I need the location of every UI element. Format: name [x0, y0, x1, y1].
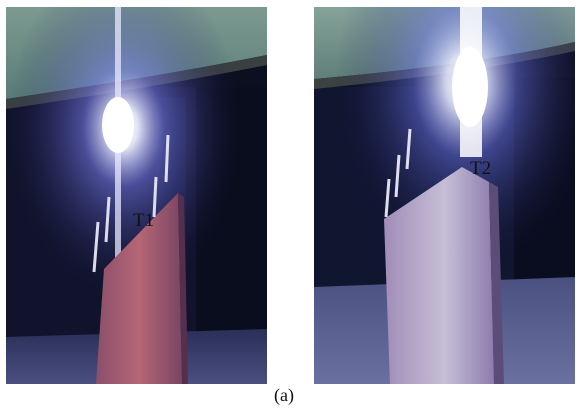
panel-label-t1: T1: [133, 210, 155, 231]
figure-caption: (a): [274, 385, 294, 405]
photo-panel-right: T2: [314, 7, 575, 384]
panel-label-t2: T2: [470, 158, 492, 179]
photo-panel-left: T1: [6, 7, 267, 384]
arc-discharge-photo-right: [314, 7, 575, 384]
arc-discharge-photo-left: [6, 7, 267, 384]
